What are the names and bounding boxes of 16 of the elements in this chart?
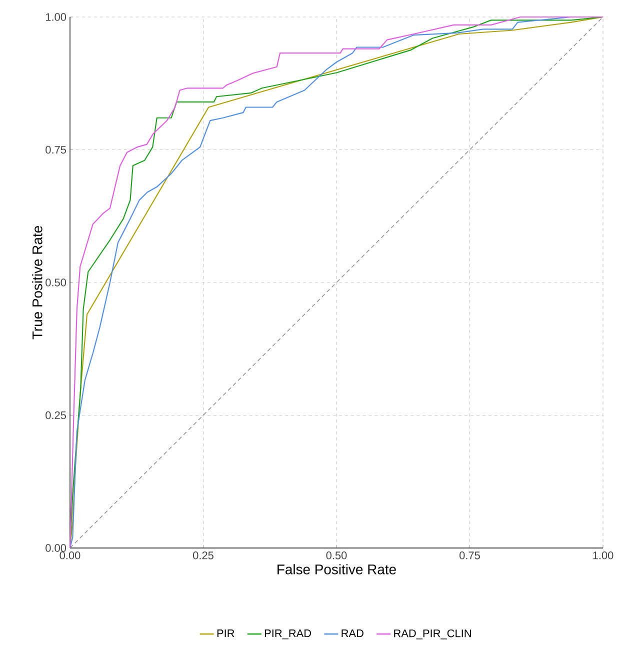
legend-label: PIR_RAD	[264, 630, 312, 640]
y-tick-label: 0.75	[46, 146, 66, 154]
x-tick-label: 0.50	[326, 552, 347, 560]
x-axis-title: False Positive Rate	[278, 564, 396, 574]
y-tick-label: 0.25	[46, 411, 66, 420]
x-tick-label: 0.75	[460, 552, 480, 560]
y-tick-label: 0.00	[46, 544, 66, 552]
x-tick-label: 0.00	[60, 552, 80, 560]
y-tick-label: 1.00	[46, 13, 66, 21]
x-tick-label: 0.25	[193, 552, 214, 560]
x-tick-label: 1.00	[593, 552, 614, 560]
y-axis-title: True Positive Rate	[32, 226, 42, 340]
y-tick-label: 0.50	[46, 278, 66, 286]
legend-label: RAD_PIR_CLIN	[394, 629, 471, 640]
legend-label: PIR	[217, 630, 234, 638]
legend-label: RAD	[342, 630, 364, 638]
